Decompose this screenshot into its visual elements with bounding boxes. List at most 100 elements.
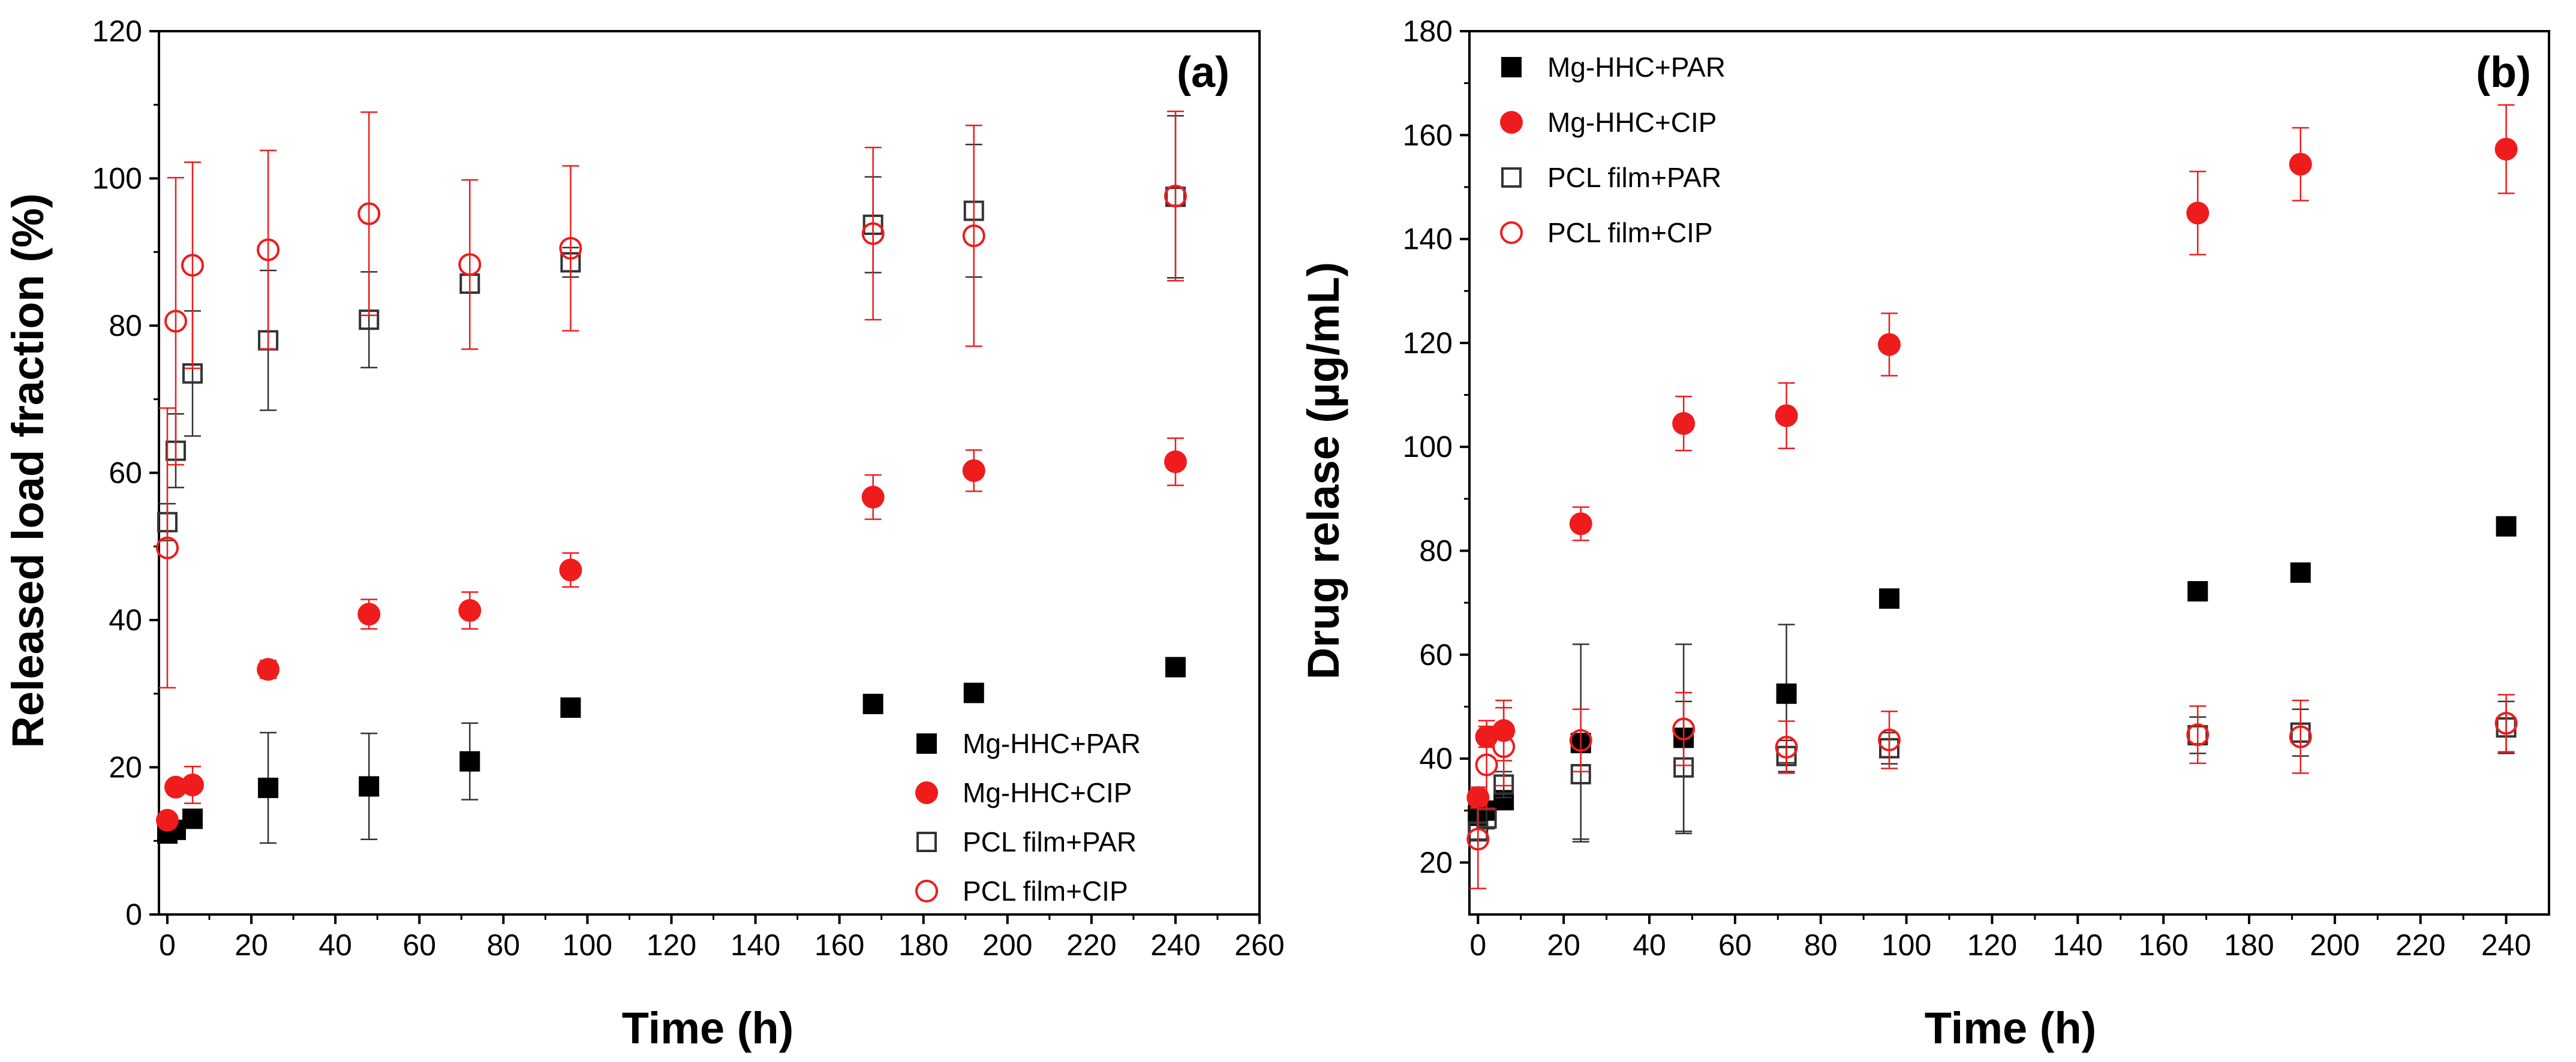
x-tick-label: 260	[1234, 928, 1284, 962]
legend-label: Mg-HHC+PAR	[963, 728, 1141, 759]
data-point	[2494, 712, 2518, 735]
data-point	[1775, 404, 1798, 428]
y-tick-label: 100	[1403, 430, 1453, 464]
chart-panel-a: 0 20 40 60 80 100 120 140 160 180 200 220 240 260 0 20 4…	[3, 14, 1285, 1053]
legend: Mg-HHC+PAR Mg-HHC+CIP PCL film+PAR PCL film…	[1500, 52, 1726, 248]
x-tick-label: 220	[2395, 928, 2445, 962]
series	[157, 115, 1186, 541]
x-tick-label: 0	[1469, 928, 1486, 962]
data-point	[181, 773, 205, 796]
legend-label: Mg-HHC+CIP	[963, 777, 1132, 808]
data-point	[1466, 828, 1490, 851]
x-tick-label: 0	[159, 928, 176, 962]
legend-marker	[1501, 167, 1522, 188]
data-point	[182, 808, 203, 829]
data-point	[458, 599, 482, 622]
data-point	[258, 777, 279, 798]
x-axis-title: Time (h)	[622, 1003, 793, 1053]
x-tick-label: 120	[647, 928, 696, 962]
y-tick-label: 100	[92, 162, 142, 195]
data-point	[359, 776, 380, 797]
data-point	[2496, 516, 2517, 537]
series	[156, 437, 1187, 832]
data-point	[156, 536, 179, 559]
y-tick-label: 20	[1419, 846, 1453, 879]
x-tick-label: 240	[1150, 928, 1200, 962]
panel-label: (b)	[2476, 49, 2531, 97]
y-tick-label: 160	[1403, 118, 1453, 152]
legend-marker	[916, 832, 937, 852]
y-tick-label: 120	[1403, 326, 1453, 360]
data-point	[1165, 657, 1186, 678]
data-point	[862, 693, 883, 714]
data-point	[1776, 683, 1797, 704]
legend-label: Mg-HHC+PAR	[1547, 52, 1726, 83]
y-tick-label: 60	[1419, 638, 1453, 672]
data-point	[2187, 581, 2208, 602]
y-axis-title: Drug relase (µg/mL)	[1298, 262, 1348, 679]
data-point	[1672, 412, 1696, 435]
data-point	[164, 775, 188, 799]
data-point	[164, 309, 188, 333]
y-tick-label: 40	[1419, 742, 1453, 775]
legend-label: Mg-HHC+CIP	[1547, 107, 1717, 138]
data-point	[2186, 201, 2210, 225]
y-tick-label: 60	[109, 456, 142, 490]
data-point	[1878, 728, 1901, 751]
legend-marker	[1500, 221, 1523, 244]
data-point	[458, 253, 482, 276]
legend-label: PCL film+CIP	[1547, 217, 1713, 248]
data-point	[2290, 562, 2311, 583]
data-point	[2494, 137, 2518, 161]
legend-marker	[916, 733, 937, 754]
data-point	[357, 202, 381, 225]
data-point	[357, 603, 381, 626]
x-tick-label: 80	[487, 928, 521, 962]
data-point	[1476, 808, 1497, 829]
data-point	[1492, 735, 1516, 759]
data-point	[1672, 717, 1696, 741]
series	[1466, 691, 2518, 889]
x-axis-title: Time (h)	[1925, 1003, 2096, 1053]
data-point	[2289, 152, 2312, 176]
x-tick-label: 160	[2138, 928, 2188, 962]
x-tick-label: 40	[1633, 928, 1666, 962]
data-point	[459, 751, 480, 772]
data-point	[861, 486, 885, 509]
x-tick-label: 240	[2481, 928, 2531, 962]
data-point	[1569, 729, 1592, 752]
legend-marker	[915, 880, 938, 902]
legend-marker	[1500, 111, 1523, 134]
x-tick-label: 220	[1066, 928, 1116, 962]
legend-label: PCL film+PAR	[963, 826, 1137, 858]
data-point	[1475, 753, 1498, 777]
legend-marker	[915, 781, 938, 804]
series	[1466, 104, 2518, 810]
x-tick-label: 20	[1547, 928, 1580, 962]
x-tick-label: 180	[898, 928, 948, 962]
data-point	[156, 808, 179, 832]
panel-label: (a)	[1177, 49, 1230, 97]
data-point	[1878, 333, 1901, 356]
y-tick-label: 120	[92, 14, 142, 48]
series	[156, 110, 1187, 689]
data-point	[559, 558, 582, 582]
data-point	[963, 682, 984, 703]
x-tick-label: 200	[2310, 928, 2359, 962]
data-point	[1775, 735, 1798, 759]
data-point	[560, 697, 581, 718]
x-tick-label: 60	[402, 928, 436, 962]
legend: Mg-HHC+PAR Mg-HHC+CIP PCL film+PAR PCL film…	[915, 728, 1141, 907]
y-tick-label: 80	[1419, 534, 1453, 567]
data-point	[861, 222, 885, 245]
x-tick-label: 200	[982, 928, 1032, 962]
data-point	[559, 237, 582, 260]
x-tick-label: 180	[2224, 928, 2274, 962]
x-tick-label: 140	[2053, 928, 2103, 962]
data-point	[1164, 450, 1187, 474]
x-tick-label: 140	[731, 928, 780, 962]
x-tick-label: 80	[1804, 928, 1838, 962]
data-point	[962, 459, 985, 482]
x-tick-label: 100	[563, 928, 612, 962]
